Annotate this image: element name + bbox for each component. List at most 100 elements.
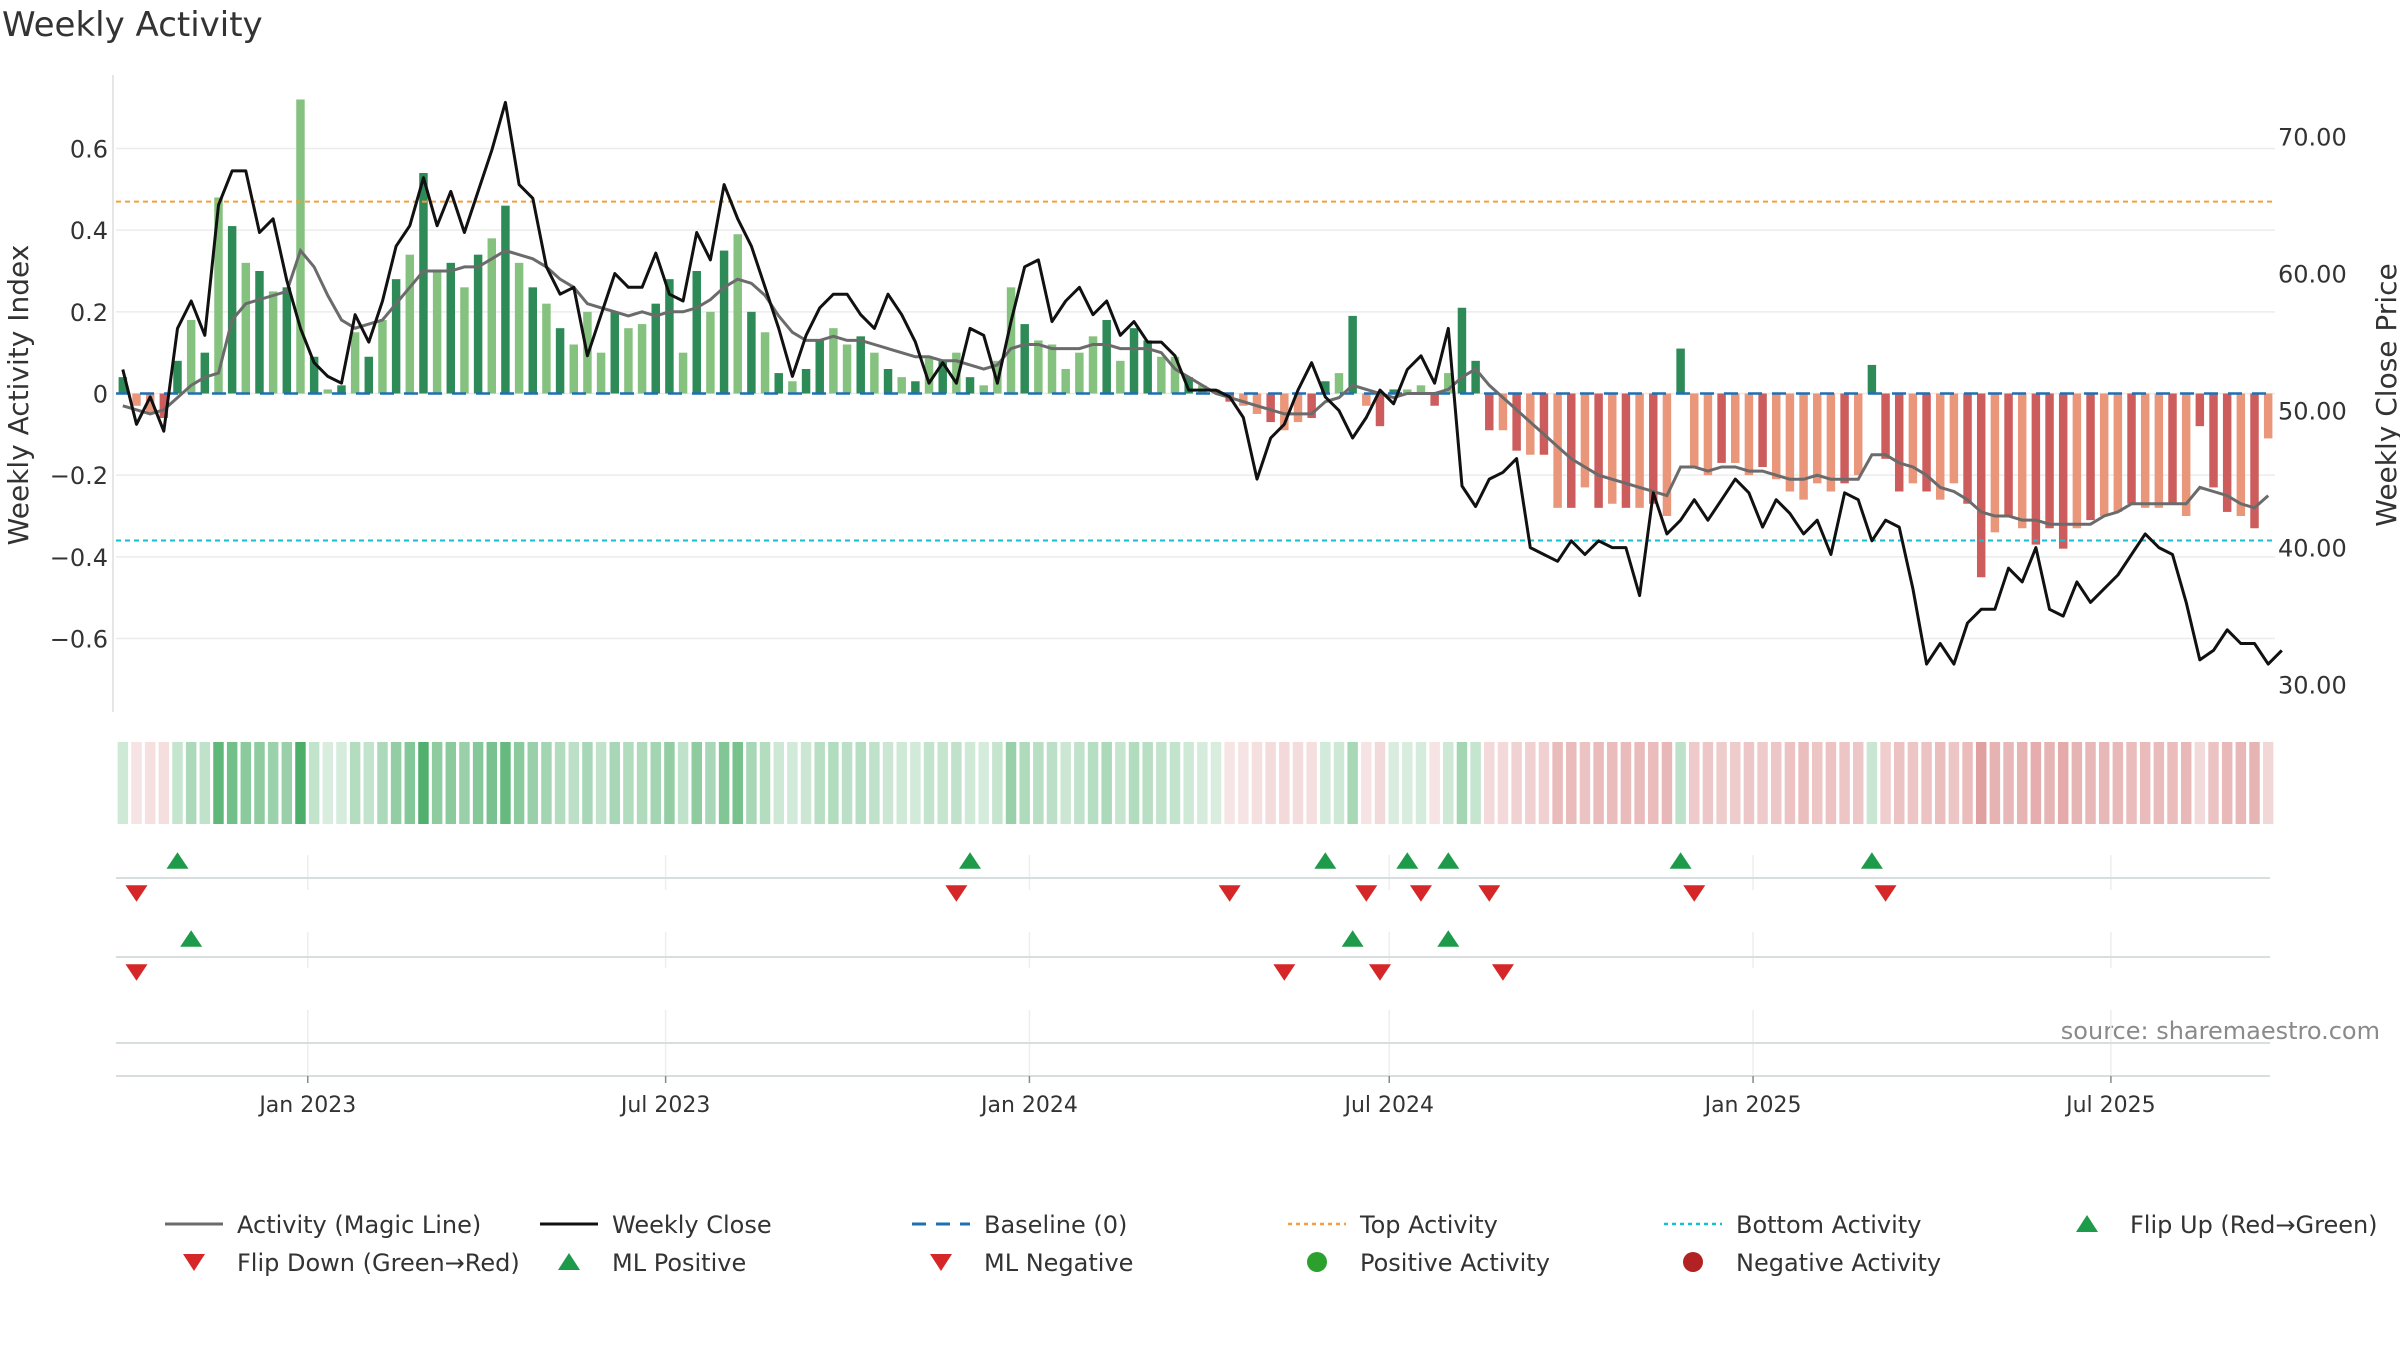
- heat-cell: [1224, 742, 1235, 824]
- heat-cell: [1251, 742, 1263, 824]
- heat-cell: [158, 742, 170, 824]
- legend-label: Bottom Activity: [1736, 1211, 1921, 1239]
- flip-up-marker: [1860, 852, 1883, 869]
- heat-cell: [2030, 742, 2042, 824]
- flip-down-marker: [1355, 885, 1378, 902]
- legend-item: Baseline (0): [912, 1211, 1127, 1239]
- heat-cell: [185, 742, 197, 824]
- legend-item: ML Positive: [558, 1249, 746, 1277]
- heat-cell: [814, 742, 825, 824]
- ml-negative-marker: [1273, 964, 1296, 981]
- activity-bar: [938, 360, 947, 394]
- activity-bar: [1416, 385, 1426, 394]
- heat-cell: [1497, 742, 1509, 824]
- activity-bar: [1813, 393, 1822, 484]
- activity-bar: [1307, 393, 1316, 418]
- heat-cell: [404, 742, 416, 824]
- heat-cell: [718, 742, 730, 824]
- heat-cell: [1333, 742, 1345, 824]
- y-tick-label: 0.2: [70, 299, 108, 327]
- heat-cell: [1743, 742, 1755, 824]
- heat-cell: [2249, 742, 2260, 824]
- heat-cell: [1620, 742, 1632, 824]
- activity-bar: [2168, 393, 2177, 504]
- heat-cell: [978, 742, 989, 824]
- heat-cell: [568, 742, 579, 824]
- activity-bar: [1621, 393, 1631, 508]
- activity-bar: [637, 324, 647, 394]
- heat-cell: [1060, 742, 1071, 824]
- activity-bar: [1649, 393, 1658, 504]
- heat-cell: [513, 742, 525, 824]
- heat-cell: [431, 742, 443, 824]
- heat-cell: [896, 742, 907, 824]
- heat-cell: [1046, 742, 1058, 824]
- activity-bar: [2113, 393, 2123, 512]
- heat-cell: [1361, 742, 1372, 824]
- heat-cell: [841, 742, 853, 824]
- activity-bar: [979, 385, 988, 394]
- activity-bar: [200, 352, 210, 394]
- x-tick-label: Jan 2025: [1703, 1093, 1802, 1118]
- heat-cell: [213, 742, 224, 824]
- activity-bar: [460, 287, 469, 394]
- heat-cell: [1238, 742, 1249, 824]
- activity-bar: [2209, 393, 2218, 488]
- activity-bar: [1758, 393, 1767, 467]
- activity-bar: [528, 287, 538, 394]
- heat-cell: [459, 742, 470, 824]
- activity-bar: [1157, 356, 1166, 394]
- heat-cell: [2262, 742, 2274, 824]
- y-axis-label: Weekly Activity Index: [2, 245, 35, 546]
- heat-cell: [1279, 742, 1290, 824]
- ml-positive-marker: [1341, 930, 1364, 947]
- activity-bar: [159, 393, 169, 418]
- legend-item: Weekly Close: [540, 1211, 772, 1239]
- activity-bar: [1457, 307, 1467, 394]
- heat-cell: [1771, 742, 1782, 824]
- heat-cell: [1907, 742, 1919, 824]
- y2-tick-label: 50.00: [2278, 398, 2347, 426]
- activity-bar: [2181, 393, 2191, 516]
- activity-bar: [1662, 393, 1672, 516]
- y2-tick-label: 70.00: [2278, 124, 2347, 152]
- activity-bar: [1485, 393, 1494, 431]
- heat-cell: [787, 742, 798, 824]
- activity-bar: [1553, 393, 1562, 508]
- heat-strip: [117, 742, 2274, 824]
- heat-cell: [2208, 742, 2219, 824]
- activity-bar: [569, 344, 578, 394]
- heat-cell: [1306, 742, 1317, 824]
- flip-down-marker: [1683, 885, 1706, 902]
- activity-bar: [1403, 389, 1412, 394]
- activity-bar: [1608, 393, 1617, 504]
- activity-bar: [2140, 393, 2150, 508]
- heat-cell: [254, 742, 265, 824]
- heat-cell: [2126, 742, 2137, 824]
- activity-bar: [1840, 393, 1849, 484]
- activity-bar: [1389, 389, 1398, 394]
- x-tick-label: Jul 2024: [1342, 1093, 1434, 1118]
- legend-item: Flip Up (Red→Green): [2076, 1211, 2378, 1239]
- activity-bar: [337, 385, 346, 394]
- activity-bar: [1430, 393, 1439, 406]
- heat-cell: [1607, 742, 1618, 824]
- activity-bar: [2004, 393, 2013, 516]
- flip-up-marker: [1396, 852, 1419, 869]
- chart-title: Weekly Activity: [2, 5, 263, 45]
- activity-bar: [2031, 393, 2041, 545]
- heat-cell: [486, 742, 498, 824]
- activity-bar: [706, 311, 715, 394]
- activity-bar: [446, 262, 456, 394]
- x-tick-label: Jul 2025: [2064, 1093, 2156, 1118]
- activity-bar: [214, 197, 223, 394]
- activity-bar: [1703, 393, 1713, 476]
- activity-bar: [596, 352, 606, 394]
- heat-cell: [746, 742, 757, 824]
- activity-bar: [145, 393, 155, 414]
- heat-cell: [1784, 742, 1796, 824]
- activity-bar: [1348, 315, 1357, 394]
- activity-bar: [883, 369, 893, 394]
- heat-cell: [773, 742, 784, 824]
